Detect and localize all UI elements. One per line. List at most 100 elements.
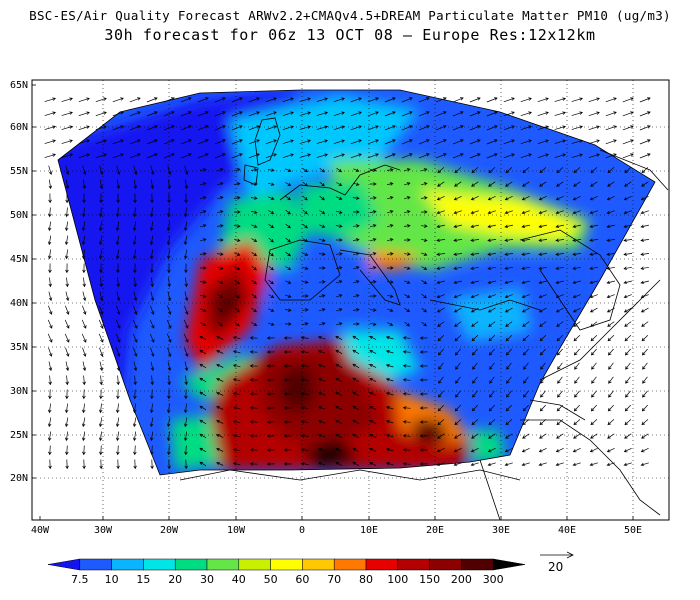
wind-arrow: [300, 448, 309, 452]
wind-arrow: [282, 153, 294, 159]
wind-arrow: [538, 462, 547, 467]
wind-arrow: [521, 462, 530, 467]
wind-arrow: [65, 305, 70, 315]
wind-arrow: [65, 291, 70, 302]
wind-arrow: [132, 403, 137, 414]
wind-arrow: [47, 319, 53, 329]
wind-arrow: [489, 390, 495, 398]
wind-arrow: [436, 280, 445, 285]
colorbar-label: 200: [451, 573, 472, 586]
wind-arrow: [200, 182, 207, 186]
wind-arrow: [301, 308, 309, 312]
wind-arrow: [540, 362, 546, 370]
wind-arrow: [184, 389, 188, 400]
wind-arrow: [554, 125, 567, 130]
wind-arrow: [572, 280, 581, 285]
wind-arrow: [436, 224, 445, 229]
wind-arrow: [167, 375, 171, 386]
wind-arrow: [572, 224, 581, 229]
wind-arrow: [470, 210, 479, 215]
wind-arrow: [146, 139, 158, 145]
wind-arrow: [421, 238, 428, 242]
wind-arrow: [116, 291, 121, 302]
wind-arrow: [199, 349, 207, 355]
wind-arrow: [234, 210, 241, 214]
colorbar-label: 70: [327, 573, 341, 586]
wind-arrow: [353, 210, 360, 214]
wind-arrow: [385, 448, 394, 452]
wind-arrow: [99, 193, 103, 204]
wind-arrow: [606, 294, 615, 299]
wind-arrow: [555, 462, 564, 467]
wind-arrow: [370, 266, 377, 270]
wind-arrow: [488, 167, 496, 174]
wind-arrow: [214, 125, 226, 131]
wind-arrow: [421, 307, 427, 313]
wind-arrow: [385, 350, 394, 354]
wind-arrow: [573, 181, 581, 187]
colorbar-label: 15: [136, 573, 150, 586]
wind-arrow: [133, 445, 137, 456]
wind-arrow: [150, 263, 154, 274]
wind-arrow: [199, 210, 207, 214]
colorbar-swatch: [365, 558, 399, 571]
wind-arrow: [404, 308, 411, 313]
wind-arrow: [265, 153, 277, 159]
wind-arrow: [48, 459, 52, 470]
wind-arrow: [133, 347, 138, 357]
colorbar-label: 10: [105, 573, 119, 586]
wind-arrow: [404, 266, 411, 270]
wind-arrow: [265, 125, 277, 131]
wind-arrow: [557, 376, 563, 384]
wind-arrow: [217, 308, 224, 313]
wind-arrow: [522, 321, 530, 327]
wind-arrow: [116, 389, 120, 400]
wind-arrow: [436, 210, 445, 215]
wind-arrow: [353, 294, 360, 298]
wind-arrow: [232, 336, 241, 340]
wind-arrow: [469, 125, 481, 131]
wind-arrow: [335, 335, 343, 341]
colorbar-swatch: [333, 558, 367, 571]
wind-arrow: [471, 433, 479, 439]
wind-arrow: [129, 125, 141, 131]
wind-arrow: [99, 165, 104, 176]
wind-arrow: [249, 378, 258, 382]
wind-arrow: [249, 392, 258, 396]
wind-arrow: [522, 334, 530, 342]
wind-arrow: [283, 448, 292, 452]
wind-arrow: [387, 196, 394, 200]
wind-arrow: [454, 419, 462, 426]
wind-arrow: [538, 252, 548, 256]
wind-arrow: [385, 392, 394, 396]
wind-arrow: [404, 321, 410, 327]
wind-arrow: [505, 167, 513, 174]
wind-arrow: [589, 280, 598, 285]
wind-arrow: [234, 266, 241, 270]
wind-arrow: [150, 347, 155, 357]
wind-arrow: [180, 111, 192, 117]
wind-arrow: [300, 420, 309, 424]
wind-arrow: [590, 321, 598, 327]
wind-arrow: [487, 238, 497, 242]
wind-arrow: [268, 224, 274, 229]
colorbar-swatch: [397, 558, 430, 571]
wind-arrow: [316, 139, 329, 144]
wind-arrow: [166, 235, 171, 246]
wind-arrow: [249, 462, 258, 466]
wind-arrow: [336, 196, 343, 200]
wind-arrow: [216, 363, 224, 368]
wind-arrow: [504, 307, 513, 313]
wind-arrow: [64, 221, 69, 232]
wind-arrow: [184, 263, 188, 274]
wind-arrow: [335, 405, 343, 411]
wind-arrow: [436, 447, 445, 453]
wind-arrow: [556, 404, 563, 412]
wind-arrow: [47, 221, 52, 232]
wind-arrow: [285, 182, 292, 186]
wind-arrow: [99, 361, 104, 372]
wind-arrow: [555, 280, 564, 285]
wind-arrow: [488, 433, 496, 439]
wind-arrow: [469, 139, 481, 145]
wind-arrow: [470, 224, 479, 229]
